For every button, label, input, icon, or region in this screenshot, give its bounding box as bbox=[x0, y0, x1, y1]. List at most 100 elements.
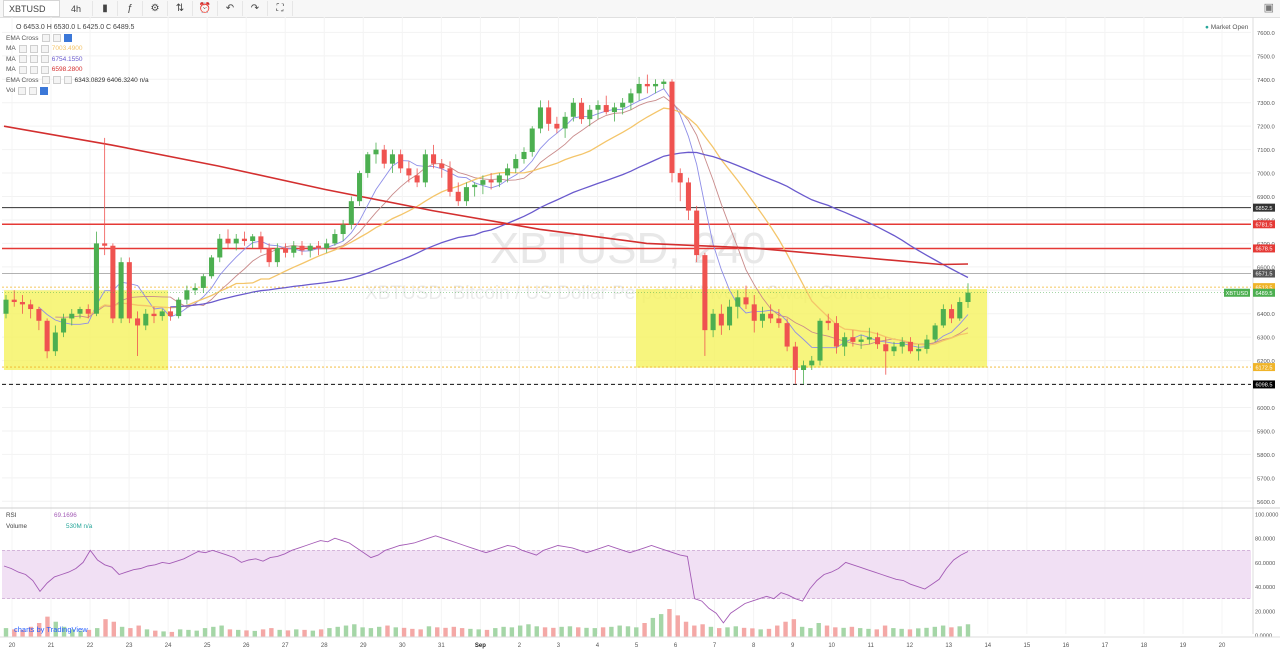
candle bbox=[167, 306, 173, 321]
candle-body bbox=[496, 175, 502, 183]
candle-body bbox=[365, 154, 371, 174]
legend-row[interactable]: MA 7003.4900 bbox=[6, 44, 82, 53]
candle bbox=[274, 243, 280, 267]
candle bbox=[496, 173, 502, 188]
candle bbox=[332, 229, 338, 246]
candle-body bbox=[792, 346, 798, 371]
candle-body bbox=[406, 168, 412, 176]
candle bbox=[899, 337, 905, 354]
ma-orange-line bbox=[87, 107, 969, 346]
legend-toggle-icon[interactable] bbox=[18, 55, 27, 63]
candle bbox=[554, 116, 560, 134]
volume-bar bbox=[327, 628, 332, 637]
legend-toggle-icon[interactable] bbox=[18, 86, 27, 95]
x-tick-label: 15 bbox=[1023, 643, 1030, 649]
volume-bar bbox=[924, 627, 929, 637]
symbol-search-input[interactable]: XBTUSD bbox=[3, 0, 60, 17]
candle-body bbox=[521, 151, 527, 159]
price-label: 6781.5 bbox=[1253, 220, 1275, 228]
price-tick-label: 5800.0 bbox=[1257, 453, 1275, 459]
candle-body bbox=[751, 304, 757, 321]
compare-icon[interactable]: ⇅ bbox=[168, 1, 193, 16]
volume-bar bbox=[717, 628, 722, 637]
camera-icon[interactable]: ▣ bbox=[1263, 2, 1274, 14]
candle bbox=[348, 196, 354, 230]
price-tick-label: 7000.0 bbox=[1257, 172, 1275, 178]
undo-icon[interactable]: ↶ bbox=[218, 1, 243, 16]
candle-body bbox=[102, 243, 108, 246]
volume-bar bbox=[45, 616, 50, 637]
volume-bar bbox=[302, 629, 307, 637]
candle bbox=[685, 177, 691, 220]
candle bbox=[184, 285, 190, 305]
volume-bar bbox=[426, 626, 432, 637]
legend-toggle-icon[interactable] bbox=[52, 34, 61, 42]
x-tick-label: 18 bbox=[1141, 643, 1148, 649]
candle-body bbox=[414, 175, 420, 183]
candle-body bbox=[965, 292, 971, 303]
legend-toggle-icon[interactable] bbox=[40, 44, 49, 53]
volume-bar bbox=[667, 609, 672, 637]
candle-body bbox=[61, 318, 67, 333]
candle bbox=[562, 112, 568, 138]
candle bbox=[422, 149, 428, 188]
candle-body bbox=[727, 306, 733, 326]
price-tick-label: 7400.0 bbox=[1257, 78, 1275, 84]
settings-icon[interactable]: ⚙ bbox=[143, 1, 168, 16]
price-label-text: 6172.5 bbox=[1255, 365, 1272, 371]
volume-bar bbox=[866, 628, 871, 637]
volume-bar bbox=[269, 628, 274, 637]
legend-toggle-icon[interactable] bbox=[29, 55, 38, 63]
candle-body bbox=[159, 311, 165, 317]
tradingview-brand[interactable]: charts by TradingView bbox=[14, 625, 88, 634]
candle bbox=[677, 168, 683, 202]
legend-toggle-icon[interactable] bbox=[52, 76, 61, 84]
legend-toggle-icon[interactable] bbox=[63, 76, 72, 84]
legend-toggle-icon[interactable] bbox=[63, 34, 72, 42]
rsi-line bbox=[3, 535, 969, 624]
legend-toggle-icon[interactable] bbox=[29, 44, 38, 53]
legend-toggle-icon[interactable] bbox=[41, 34, 50, 42]
legend-row[interactable]: MA 6598.2800 bbox=[6, 65, 82, 74]
candle bbox=[710, 309, 716, 338]
legend-toggle-icon[interactable] bbox=[18, 44, 27, 53]
legend-toggle-icon[interactable] bbox=[18, 65, 27, 74]
legend-toggle-icon[interactable] bbox=[29, 86, 38, 95]
candle-body bbox=[332, 234, 338, 244]
legend-toggle-icon[interactable] bbox=[29, 65, 38, 74]
candles-icon[interactable]: ▮ bbox=[93, 1, 118, 16]
candle-body bbox=[200, 276, 206, 288]
legend-row[interactable]: MA 6754.1550 bbox=[6, 55, 82, 63]
candle-body bbox=[768, 313, 774, 319]
volume-bar bbox=[634, 627, 639, 637]
legend-values: 6754.1550 bbox=[51, 55, 83, 63]
candle bbox=[776, 309, 782, 328]
alert-icon[interactable]: ⏰ bbox=[193, 1, 218, 16]
volume-bar bbox=[775, 625, 780, 637]
legend-row[interactable]: EMA Cross bbox=[6, 34, 75, 42]
candle-body bbox=[833, 323, 839, 347]
legend-toggle-icon[interactable] bbox=[40, 55, 49, 63]
candle-body bbox=[710, 313, 716, 331]
candle bbox=[250, 234, 256, 249]
volume-bar bbox=[692, 625, 697, 637]
volume-bar bbox=[335, 626, 340, 637]
interval-selector[interactable]: 4h bbox=[60, 1, 93, 16]
legend-toggle-icon[interactable] bbox=[41, 76, 50, 84]
volume-bar bbox=[211, 626, 216, 637]
indicators-icon[interactable]: ƒ bbox=[118, 1, 143, 16]
fullscreen-icon[interactable]: ⛶ bbox=[268, 1, 293, 16]
candle bbox=[176, 297, 182, 319]
redo-icon[interactable]: ↷ bbox=[243, 1, 268, 16]
volume-bar bbox=[36, 623, 42, 637]
candle-body bbox=[422, 154, 428, 183]
legend-toggle-icon[interactable] bbox=[40, 86, 49, 95]
volume-bar bbox=[459, 628, 465, 637]
ohlc-readout: O 6453.0 H 6530.0 L 6425.0 C 6489.5 bbox=[16, 24, 135, 31]
legend-row[interactable]: EMA Cross 6343.0829 6406.3240 n/a bbox=[6, 76, 149, 84]
candle bbox=[283, 243, 289, 258]
legend-row[interactable]: Vol bbox=[6, 86, 51, 95]
legend-toggle-icon[interactable] bbox=[40, 65, 49, 74]
price-label-bg bbox=[1253, 283, 1275, 292]
